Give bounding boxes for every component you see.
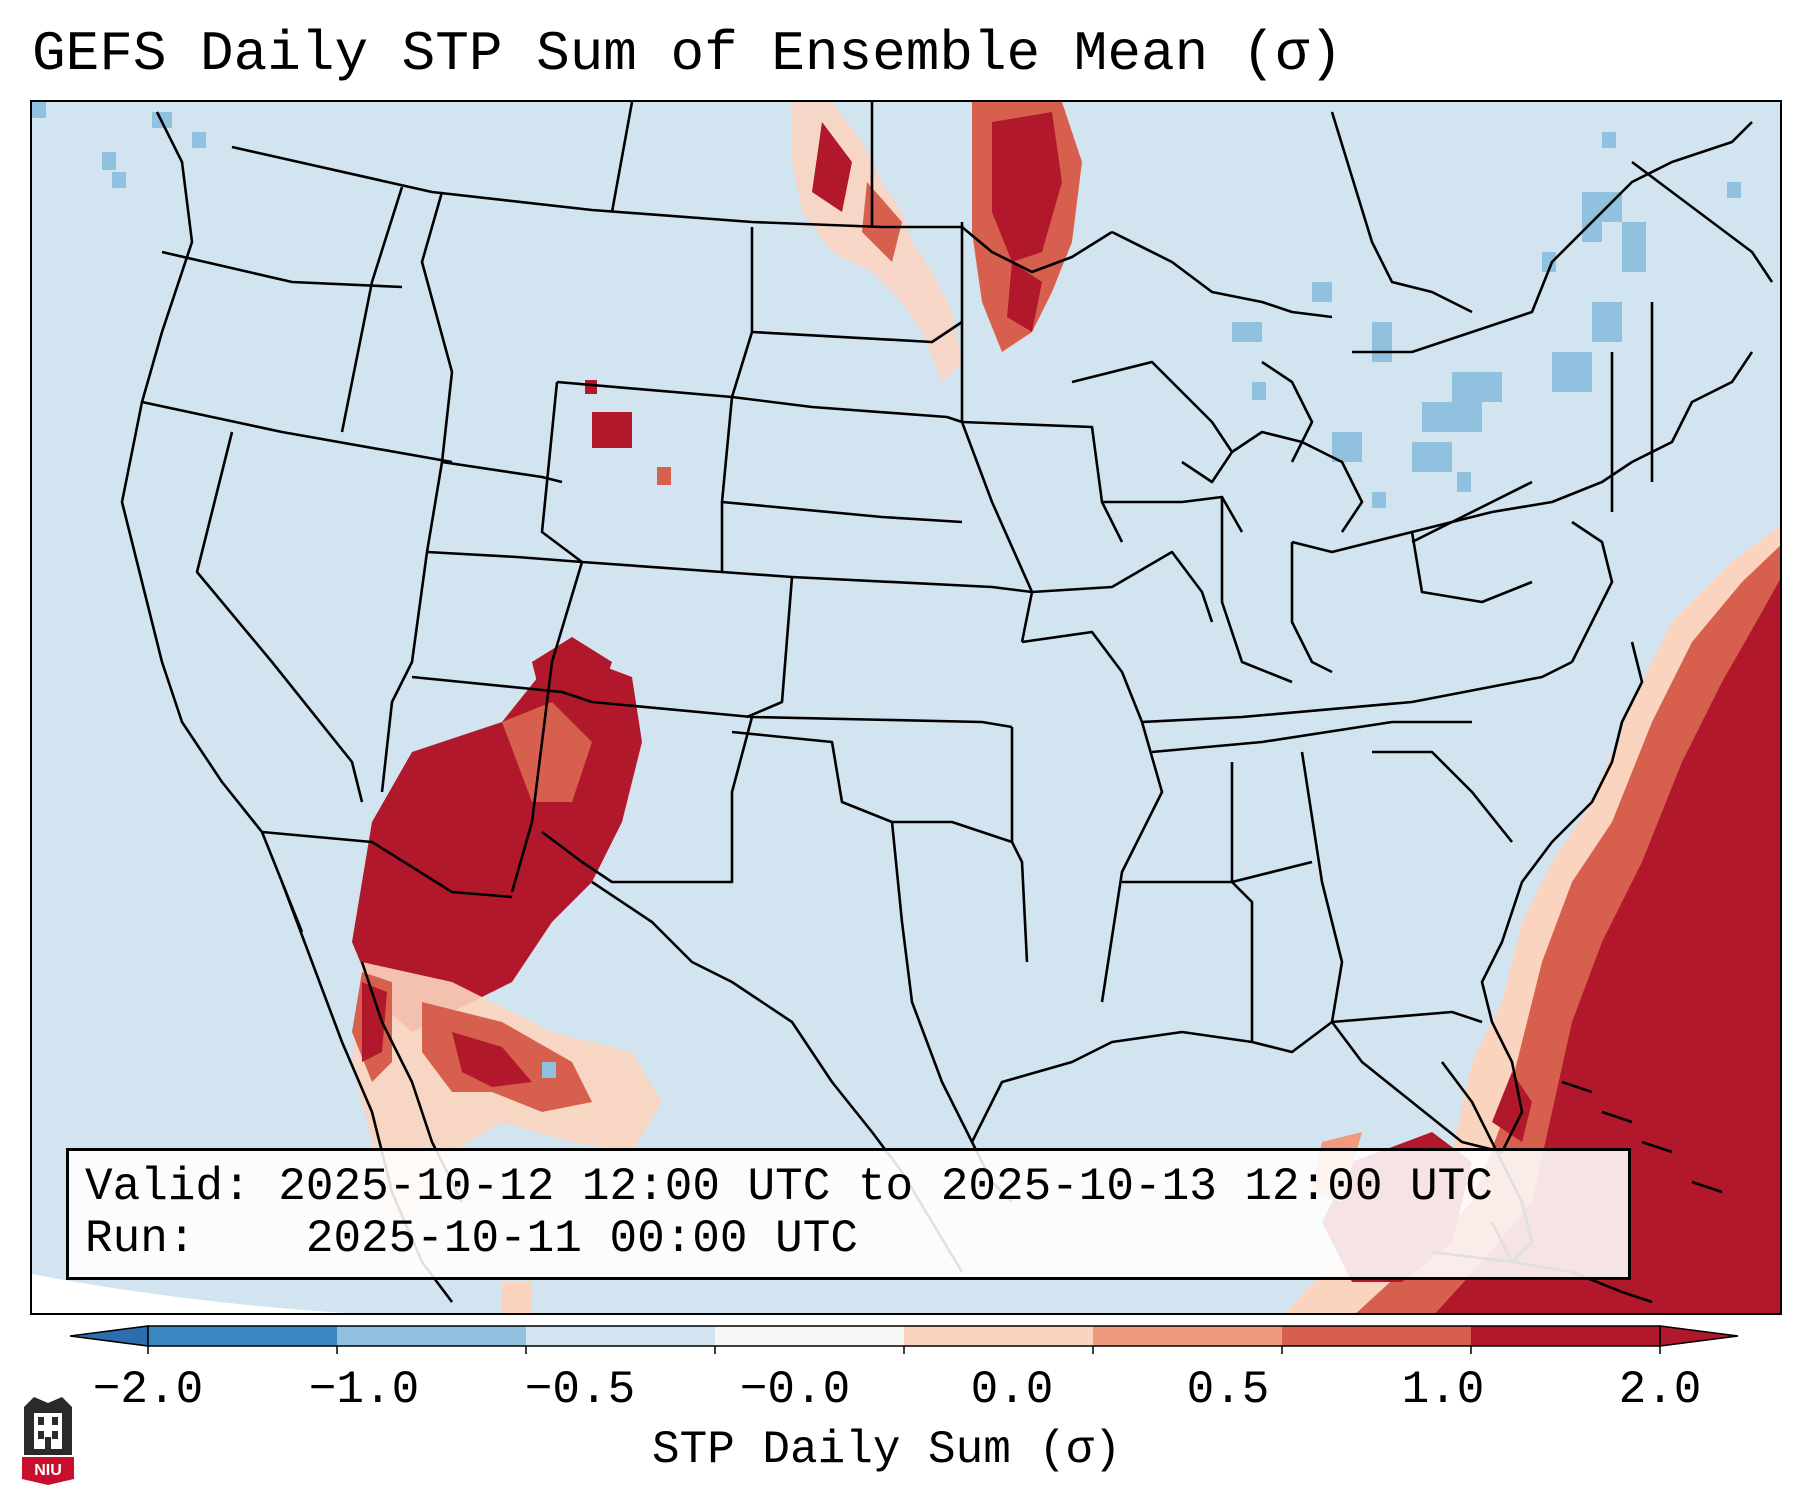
map-canvas [32, 102, 1780, 1313]
valid-line: Valid: 2025-10-12 12:00 UTC to 2025-10-1… [85, 1161, 1493, 1213]
colorbar-tick: 0.5 [1186, 1364, 1270, 1416]
colorbar-segment [1093, 1326, 1283, 1346]
logo-text: NIU [34, 1462, 62, 1479]
colorbar-segment [1471, 1326, 1661, 1346]
map-panel [30, 100, 1782, 1315]
colorbar-tick: −0.0 [739, 1364, 851, 1416]
colorbar-segment [148, 1326, 338, 1346]
colorbar-tick: −0.5 [524, 1364, 636, 1416]
colorbar-segment [715, 1326, 905, 1346]
outside-domain [32, 1274, 346, 1313]
valid-value: 2025-10-12 12:00 UTC to 2025-10-13 12:00… [278, 1161, 1493, 1213]
colorbar-label: STP Daily Sum (σ) [652, 1424, 1122, 1476]
niu-logo: NIU [22, 1397, 74, 1485]
colorbar-extend-high [1659, 1325, 1739, 1347]
colorbar-tick: 1.0 [1401, 1364, 1485, 1416]
run-label: Run: [85, 1213, 196, 1265]
colorbar [70, 1325, 1739, 1354]
map-title: GEFS Daily STP Sum of Ensemble Mean (σ) [32, 22, 1343, 86]
colorbar-segment [904, 1326, 1094, 1346]
valid-label: Valid: [85, 1161, 251, 1213]
colorbar-tick: 0.0 [970, 1364, 1054, 1416]
negative-anomaly-spots [32, 102, 1741, 1078]
colorbar-segment [526, 1326, 716, 1346]
colorbar-segment [1282, 1326, 1472, 1346]
run-line: Run: 2025-10-11 00:00 UTC [85, 1213, 858, 1265]
colorbar-extend-low [70, 1325, 149, 1347]
run-value: 2025-10-11 00:00 UTC [305, 1213, 858, 1265]
info-box: Valid: 2025-10-12 12:00 UTC to 2025-10-1… [66, 1148, 1631, 1280]
colorbar-tick: −1.0 [308, 1364, 420, 1416]
colorbar-segment [337, 1326, 527, 1346]
colorbar-tick: 2.0 [1618, 1364, 1702, 1416]
colorbar-tick: −2.0 [92, 1364, 204, 1416]
